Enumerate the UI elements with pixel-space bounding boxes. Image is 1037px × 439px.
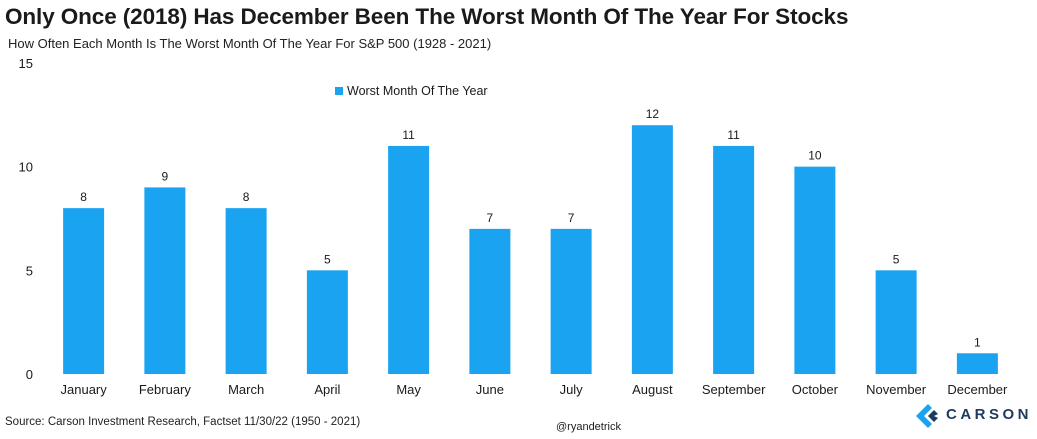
x-tick-label: October xyxy=(792,382,839,397)
data-label: 5 xyxy=(893,252,900,266)
bar-january xyxy=(63,208,105,374)
bar-april xyxy=(306,270,348,374)
data-label: 10 xyxy=(808,149,822,163)
bar-september xyxy=(713,145,755,374)
data-label: 1 xyxy=(974,335,981,349)
x-tick-label: January xyxy=(61,382,108,397)
x-tick-label: April xyxy=(314,382,340,397)
chart-subtitle: How Often Each Month Is The Worst Month … xyxy=(8,36,492,51)
y-tick-label: 15 xyxy=(19,56,33,71)
carson-logo-text: CARSON xyxy=(946,406,1033,423)
x-tick-label: June xyxy=(476,382,504,397)
bar-may xyxy=(388,145,430,374)
bar-october xyxy=(794,166,836,374)
x-tick-label: November xyxy=(866,382,927,397)
bar-july xyxy=(550,228,592,374)
x-tick-label: July xyxy=(560,382,584,397)
carson-logo-mark xyxy=(916,404,938,428)
x-tick-label: May xyxy=(396,382,421,397)
data-label: 11 xyxy=(402,128,415,142)
data-label: 11 xyxy=(727,128,740,142)
x-tick-label: September xyxy=(702,382,766,397)
author-handle: @ryandetrick xyxy=(556,421,621,433)
legend-label: Worst Month Of The Year xyxy=(347,84,488,98)
source-note: Source: Carson Investment Research, Fact… xyxy=(5,416,361,428)
x-tick-label: August xyxy=(632,382,673,397)
data-label: 8 xyxy=(80,190,87,204)
y-tick-label: 5 xyxy=(26,263,33,278)
legend-swatch xyxy=(335,87,343,95)
data-label: 9 xyxy=(162,169,169,183)
bar-february xyxy=(144,187,186,374)
bar-june xyxy=(469,228,511,374)
bar-august xyxy=(631,125,673,374)
chart-title: Only Once (2018) Has December Been The W… xyxy=(5,4,849,29)
data-label: 7 xyxy=(568,211,575,225)
data-label: 8 xyxy=(243,190,250,204)
x-tick-label: February xyxy=(139,382,192,397)
bar-december xyxy=(956,353,998,374)
bar-march xyxy=(225,208,267,374)
carson-logo: CARSON xyxy=(912,402,1032,430)
data-label: 7 xyxy=(487,211,494,225)
data-label: 12 xyxy=(646,107,660,121)
y-tick-label: 10 xyxy=(19,160,33,175)
y-tick-label: 0 xyxy=(26,367,33,382)
x-tick-label: December xyxy=(947,382,1008,397)
bar-november xyxy=(875,270,917,374)
data-label: 5 xyxy=(324,252,331,266)
x-tick-label: March xyxy=(228,382,264,397)
